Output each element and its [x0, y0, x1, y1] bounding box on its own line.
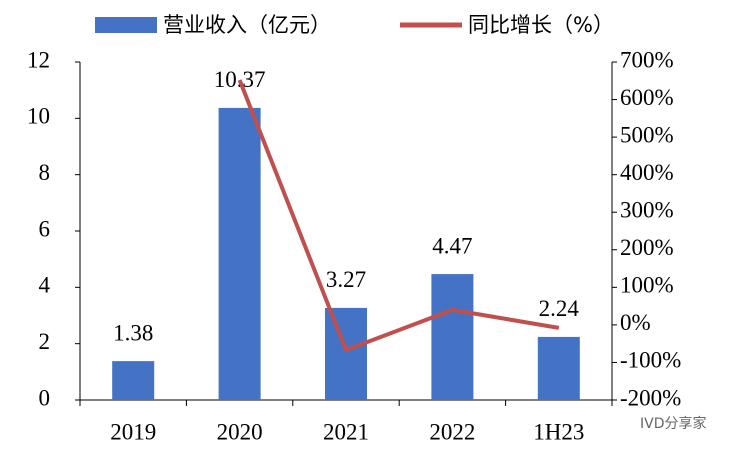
legend-label: 同比增长（%） — [468, 13, 614, 37]
data-label: 1.38 — [113, 320, 153, 345]
y2-tick-label: 0% — [620, 310, 651, 335]
data-label: 4.47 — [432, 233, 472, 258]
data-label: 10.37 — [214, 67, 266, 92]
bar — [537, 336, 580, 400]
bar — [325, 307, 367, 400]
y2-tick-label: -200% — [620, 385, 681, 410]
data-label: 3.27 — [326, 267, 366, 292]
x-tick-label: 2019 — [110, 419, 156, 444]
y-tick-label: 4 — [39, 273, 51, 298]
x-tick-label: 1H23 — [533, 419, 584, 444]
y-tick-label: 2 — [39, 329, 51, 354]
y2-tick-label: 400% — [620, 160, 674, 185]
y2-tick-label: 700% — [620, 47, 674, 72]
x-tick-label: 2021 — [323, 419, 369, 444]
bar — [112, 361, 155, 400]
y-tick-label: 0 — [39, 385, 51, 410]
watermark: IVD分享家 — [640, 415, 707, 432]
legend-swatch — [95, 17, 157, 33]
line — [237, 79, 560, 353]
legend-label: 营业收入（亿元） — [163, 13, 331, 37]
y2-tick-label: 200% — [620, 235, 674, 260]
y-tick-label: 6 — [39, 216, 51, 241]
y-tick-label: 8 — [39, 160, 51, 185]
data-label: 2.24 — [539, 296, 580, 321]
bar — [431, 274, 474, 400]
y2-tick-label: 600% — [620, 85, 674, 110]
y2-tick-label: -100% — [620, 348, 681, 373]
bar — [218, 107, 261, 400]
y2-tick-label: 300% — [620, 198, 674, 223]
y2-tick-label: 100% — [620, 273, 674, 298]
y-tick-label: 10 — [27, 104, 50, 129]
y-tick-label: 12 — [27, 47, 50, 72]
x-tick-label: 2020 — [217, 419, 263, 444]
x-tick-label: 2022 — [429, 419, 475, 444]
y2-tick-label: 500% — [620, 122, 674, 147]
